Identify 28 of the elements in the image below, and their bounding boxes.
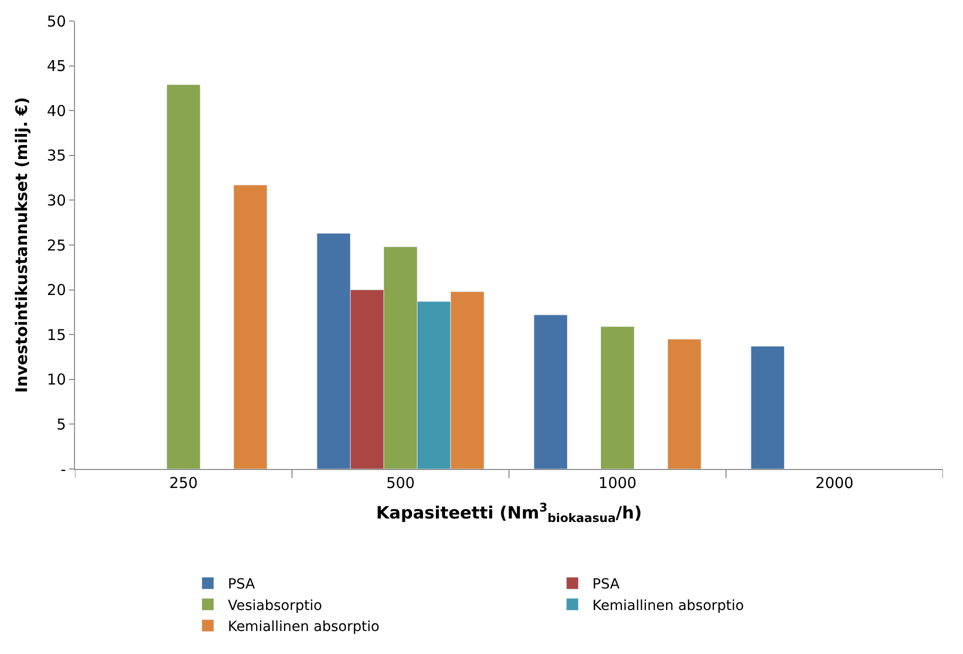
y-tick-label: 25 — [46, 236, 66, 254]
y-tick-label: 15 — [46, 326, 66, 344]
legend-label: Kemiallinen absorptio — [592, 598, 744, 614]
y-tick-label: 45 — [46, 57, 66, 76]
y-tick-label: 35 — [46, 146, 66, 165]
y-tick-label: 5 — [56, 415, 66, 434]
bar — [534, 314, 568, 469]
legend-label: Kemiallinen absorptio — [228, 619, 380, 636]
x-tick-label: 500 — [386, 474, 415, 492]
x-tick-label: 1000 — [598, 474, 637, 492]
y-tick-label: 10 — [46, 370, 66, 389]
bar — [600, 326, 634, 469]
y-tick-label: 40 — [46, 102, 66, 120]
y-tick-label: - — [60, 460, 66, 478]
bar — [166, 84, 200, 469]
bar — [667, 338, 702, 469]
x-tick-label: 2000 — [815, 474, 854, 492]
y-tick-label: 30 — [46, 191, 66, 210]
legend-label: Vesiabsorptio — [228, 598, 322, 614]
bar — [750, 346, 785, 469]
legend-label: PSA — [228, 576, 256, 593]
y-tick-label: 50 — [46, 12, 66, 30]
x-axis-title: Kapasiteetti (Nm$^{3}$$_{biokaasua}$/h) — [376, 500, 642, 525]
x-tick-label: 250 — [169, 474, 198, 492]
y-tick-label: 20 — [46, 281, 66, 300]
bar — [233, 184, 268, 469]
legend-label: PSA — [592, 576, 620, 593]
y-axis-title: Investointikustannukset (milj. €) — [12, 97, 31, 393]
